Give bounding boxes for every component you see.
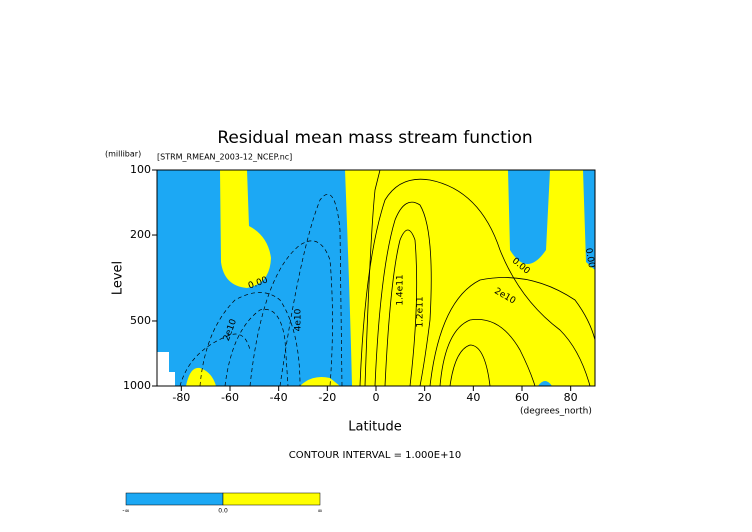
positive-contour (364, 169, 381, 387)
positive-contour (359, 178, 591, 387)
colorbar-label: 0.0 (218, 508, 228, 515)
contour-label: 4e10 (294, 308, 304, 331)
missing-data (157, 352, 169, 372)
x-tick-label: 20 (418, 391, 432, 404)
note: CONTOUR INTERVAL = 1.000E+10 (289, 450, 461, 461)
positive-contour (429, 277, 596, 387)
y-axis-label: Level (111, 261, 126, 295)
y-tick-label: 200 (130, 228, 151, 241)
negative-contour (199, 292, 301, 387)
y-unit: (millibar) (105, 150, 141, 159)
colorbar-negative (125, 492, 224, 506)
x-tick-label: 80 (564, 391, 578, 404)
subtitle: [STRM_RMEAN_2003-12_NCEP.nc] (157, 153, 292, 162)
negative-contour (179, 333, 251, 387)
colorbar-label: -∞ (122, 508, 129, 515)
contour-label: 0.00 (583, 247, 596, 269)
positive-region (220, 170, 271, 288)
contour-label: 1.4e11 (396, 274, 406, 305)
y-tick-label: 100 (130, 163, 151, 176)
y-tick-label: 500 (130, 314, 151, 327)
negative-contour (224, 309, 289, 387)
positive-contour (439, 318, 536, 387)
positive-region (345, 170, 595, 386)
y-tick-label: 1000 (123, 379, 151, 392)
colorbar-positive (222, 492, 321, 506)
x-tick-label: 60 (515, 391, 529, 404)
x-tick-label: -60 (221, 391, 239, 404)
x-tick-label: -40 (270, 391, 288, 404)
missing-data (157, 372, 175, 386)
contour-label: 1.2e11 (416, 296, 426, 327)
negative-contour (249, 240, 333, 387)
positive-contour (374, 201, 432, 387)
x-tick-label: 40 (466, 391, 480, 404)
x-unit: (degrees_north) (520, 407, 592, 417)
chart-title: Residual mean mass stream function (217, 128, 532, 148)
x-tick-label: 0 (373, 391, 380, 404)
colorbar-label: ∞ (318, 508, 323, 515)
positive-contour (449, 344, 491, 387)
x-tick-label: -80 (172, 391, 190, 404)
negative-contour (279, 194, 343, 387)
x-axis-label: Latitude (348, 420, 402, 435)
positive-contour (384, 229, 418, 387)
x-tick-label: -20 (318, 391, 336, 404)
